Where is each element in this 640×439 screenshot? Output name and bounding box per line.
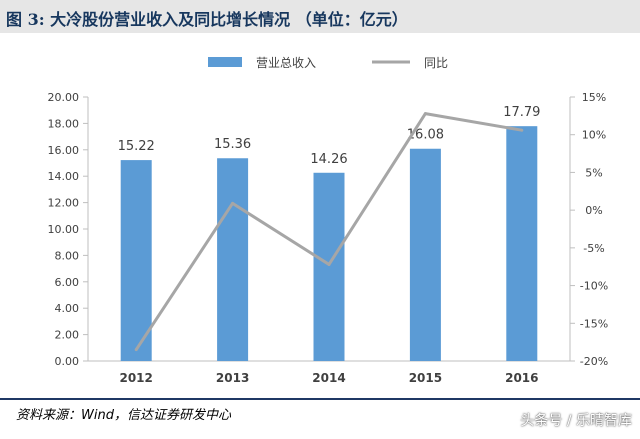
x-tick-label: 2016 [505,371,538,385]
watermark: 头条号 / 乐晴智库 [520,413,632,429]
source-note: 资料来源：Wind，信达证券研发中心 [16,408,231,423]
y-tick-label-left: 4.00 [55,302,80,315]
y-tick-label-right: -10% [580,280,608,293]
y-tick-label-left: 0.00 [55,355,80,368]
bar-2013 [217,158,249,361]
y-tick-label-right: 5% [585,166,602,179]
y-tick-label-left: 18.00 [48,117,80,130]
y-tick-label-right: 10% [582,129,606,142]
x-tick-label: 2014 [312,371,345,385]
y-tick-label-left: 10.00 [48,223,80,236]
legend-swatch-bar [208,57,242,67]
yoy-point [231,201,235,205]
y-tick-label-left: 2.00 [55,329,80,342]
yoy-point [134,348,138,352]
legend-label-line: 同比 [424,56,448,70]
figure-title: 图 3: 大冷股份营业收入及同比增长情况 （单位：亿元） [6,10,408,29]
y-tick-label-right: 0% [585,204,602,217]
x-tick-label: 2013 [216,371,249,385]
y-tick-label-left: 14.00 [48,170,80,183]
x-tick-label: 2012 [119,371,152,385]
y-tick-label-right: -5% [583,242,604,255]
legend-label-bar: 营业总收入 [256,56,316,70]
bar-2014 [313,172,345,361]
y-tick-label-right: 15% [582,91,606,104]
y-tick-label-left: 20.00 [48,91,80,104]
title-bar [0,0,640,33]
x-tick-label: 2015 [409,371,442,385]
bar-value-label: 17.79 [503,105,540,120]
bar-2015 [409,148,441,361]
source-divider [0,398,640,400]
yoy-point [423,112,427,116]
y-tick-label-left: 8.00 [55,249,80,262]
y-tick-label-left: 12.00 [48,197,80,210]
bar-2012 [120,160,152,361]
y-tick-label-left: 6.00 [55,276,80,289]
bar-value-label: 15.36 [214,137,251,152]
yoy-point [520,128,524,132]
chart: 营业总收入 同比 0.00 2.00 4.00 6.00 8.00 10.00 12.00 14.… [48,56,609,385]
y-tick-label-left: 16.00 [48,144,80,157]
yoy-point [327,262,331,266]
bar-value-label: 14.26 [310,152,347,167]
y-tick-label-right: -15% [580,317,608,330]
bar-value-label: 16.08 [407,128,444,143]
bar-value-label: 15.22 [118,139,155,154]
bar-2016 [506,126,538,361]
y-tick-label-right: -20% [580,355,608,368]
